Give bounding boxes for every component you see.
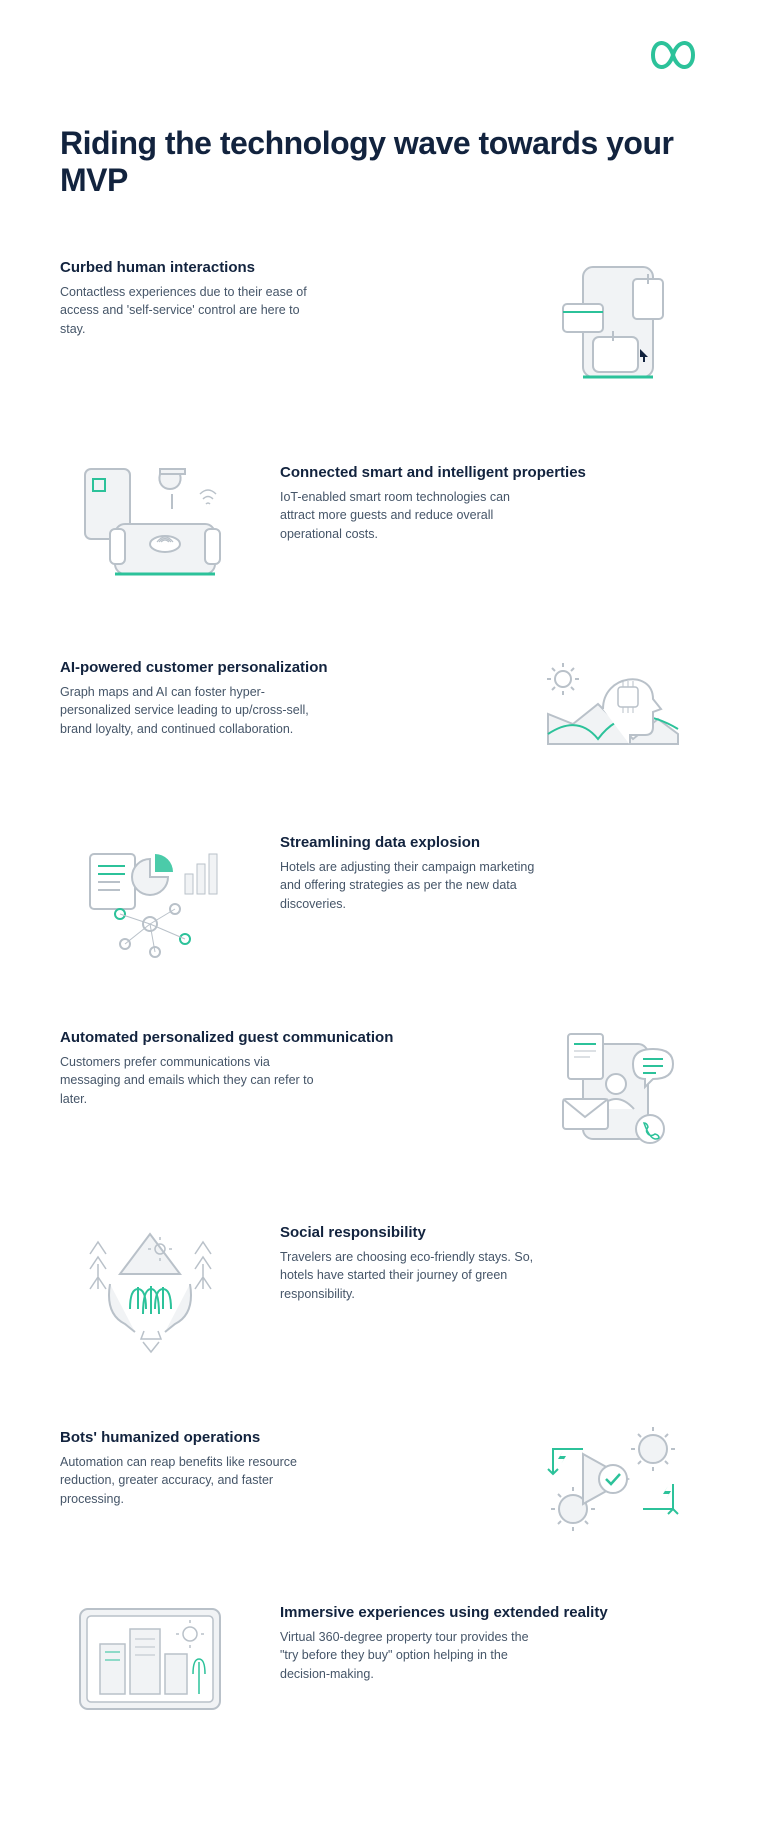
page-title: Riding the technology wave towards your … [60, 125, 703, 199]
data-network-icon [70, 824, 230, 964]
section-curbed: Curbed human interactions Contactless ex… [60, 249, 703, 399]
section-title: Immersive experiences using extended rea… [280, 1604, 703, 1623]
section-body: Virtual 360-degree property tour provide… [280, 1628, 540, 1682]
section-title: Curbed human interactions [60, 259, 483, 278]
section-title: Social responsibility [280, 1224, 703, 1243]
section-title: Automated personalized guest communicati… [60, 1029, 483, 1048]
logo-row [60, 30, 703, 85]
section-title: Bots' humanized operations [60, 1429, 483, 1448]
section-body: Graph maps and AI can foster hyper-perso… [60, 683, 320, 737]
section-title: Connected smart and intelligent properti… [280, 464, 703, 483]
automation-icon [528, 1419, 698, 1539]
section-data: Streamlining data explosion Hotels are a… [60, 824, 703, 964]
section-title: AI-powered customer personalization [60, 659, 483, 678]
section-comms: Automated personalized guest communicati… [60, 1019, 703, 1159]
section-body: Hotels are adjusting their campaign mark… [280, 858, 540, 912]
vr-city-icon [65, 1594, 235, 1724]
section-ai: AI-powered customer personalization Grap… [60, 649, 703, 769]
devices-icon [538, 249, 688, 399]
brand-logo-icon [643, 30, 703, 85]
section-body: IoT-enabled smart room technologies can … [280, 488, 540, 542]
section-body: Travelers are choosing eco-friendly stay… [280, 1248, 540, 1302]
section-body: Customers prefer communications via mess… [60, 1053, 320, 1107]
section-connected: Connected smart and intelligent properti… [60, 454, 703, 594]
messaging-icon [538, 1019, 688, 1159]
section-bots: Bots' humanized operations Automation ca… [60, 1419, 703, 1539]
ai-head-icon [533, 649, 693, 769]
smart-room-icon [65, 454, 235, 594]
section-social: Social responsibility Travelers are choo… [60, 1214, 703, 1364]
section-title: Streamlining data explosion [280, 834, 703, 853]
section-body: Automation can reap benefits like resour… [60, 1453, 320, 1507]
section-body: Contactless experiences due to their eas… [60, 283, 320, 337]
section-xr: Immersive experiences using extended rea… [60, 1594, 703, 1724]
eco-icon [65, 1214, 235, 1364]
